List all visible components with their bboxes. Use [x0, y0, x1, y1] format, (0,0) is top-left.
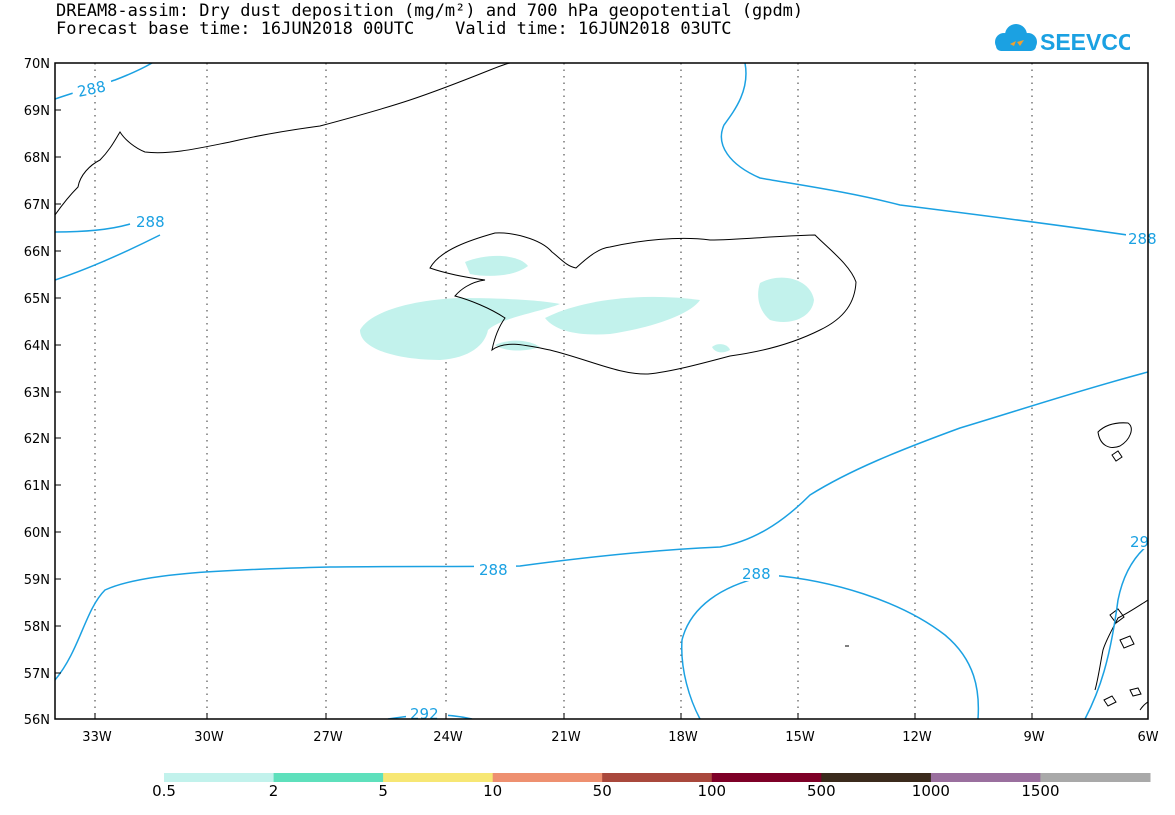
colorbar-swatch: [164, 773, 275, 782]
map-subtitle: Forecast base time: 16JUN2018 00UTC Vali…: [56, 19, 732, 39]
lon-label: 27W: [313, 730, 343, 745]
colorbar-label: 50: [592, 782, 612, 800]
lon-label: 33W: [82, 730, 112, 745]
latitude-axis: [55, 62, 61, 720]
lon-label: 6W: [1137, 730, 1158, 745]
coastlines: [55, 63, 1148, 711]
colorbar-label: 10: [483, 782, 503, 800]
logo-text: SEEVCCC: [1040, 29, 1130, 55]
seevccc-logo: SEEVCCC: [995, 24, 1130, 55]
colorbar-label: 0.5: [152, 782, 176, 800]
colorbar-label: 100: [697, 782, 727, 800]
contour-label-group: 288 288 288 288 292 288 29: [70, 76, 1157, 723]
lat-label: 66N: [24, 245, 50, 260]
contour-label: 288: [136, 213, 165, 231]
colorbar-swatch: [273, 773, 384, 782]
map-title: DREAM8-assim: Dry dust deposition (mg/m²…: [56, 1, 804, 21]
contour-label: 29: [1130, 533, 1149, 551]
lon-label: 18W: [668, 730, 698, 745]
lat-label: 58N: [24, 620, 50, 635]
colorbar-label: 2: [268, 782, 279, 800]
lon-label: 15W: [785, 730, 815, 745]
lat-label: 60N: [24, 526, 50, 541]
lat-label: 56N: [24, 713, 50, 728]
contour-label: 292: [410, 705, 439, 723]
colorbar-label: 1000: [911, 782, 950, 800]
contour-label: 288: [742, 565, 771, 583]
map-frame: [55, 63, 1148, 719]
colorbar-swatch: [930, 773, 1041, 782]
colorbar-label: 500: [807, 782, 836, 800]
colorbar: [164, 773, 1151, 782]
colorbar-swatch: [1040, 773, 1151, 782]
colorbar-swatch: [711, 773, 822, 782]
dust-deposition-areas: [360, 255, 814, 360]
lat-label: 69N: [24, 104, 50, 119]
longitude-labels: 33W 30W 27W 24W 21W 18W 15W 12W 9W 6W: [82, 730, 1158, 745]
graticule: [94, 63, 1033, 719]
lat-label: 57N: [24, 667, 50, 682]
lat-label: 61N: [24, 479, 50, 494]
lon-label: 9W: [1023, 730, 1044, 745]
lat-label: 68N: [24, 151, 50, 166]
lon-label: 30W: [194, 730, 224, 745]
cloud-icon: [995, 24, 1037, 51]
lat-label: 64N: [24, 339, 50, 354]
map-border: [54, 62, 1149, 720]
contour-label: 288: [1128, 230, 1157, 248]
colorbar-label: 1500: [1021, 782, 1060, 800]
lon-label: 21W: [551, 730, 581, 745]
colorbar-swatch: [492, 773, 603, 782]
latitude-labels: 70N 69N 68N 67N 66N 65N 64N 63N 62N 61N …: [24, 57, 50, 728]
lat-label: 59N: [24, 573, 50, 588]
lon-label: 12W: [902, 730, 932, 745]
colorbar-swatch: [602, 773, 713, 782]
lat-label: 70N: [24, 57, 50, 72]
lat-label: 62N: [24, 432, 50, 447]
colorbar-swatch: [821, 773, 932, 782]
contour-label: 288: [76, 77, 108, 101]
colorbar-label: 5: [378, 782, 388, 800]
contour-label: 288: [479, 561, 508, 579]
longitude-axis: [94, 713, 1033, 719]
lon-label: 24W: [433, 730, 463, 745]
lat-label: 65N: [24, 292, 50, 307]
lat-label: 67N: [24, 198, 50, 213]
lat-label: 63N: [24, 386, 50, 401]
colorbar-swatch: [383, 773, 494, 782]
